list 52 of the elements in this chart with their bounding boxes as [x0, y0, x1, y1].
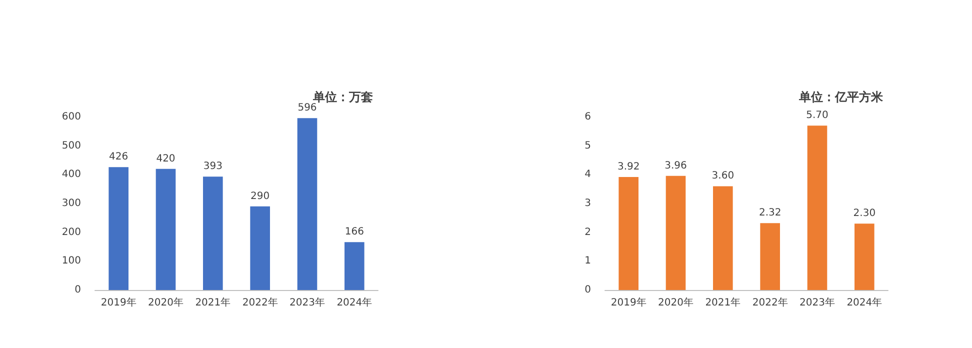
bar — [203, 176, 223, 290]
data-label: 393 — [203, 161, 222, 172]
x-tick-label: 2019年 — [100, 296, 136, 308]
y-tick-label: 500 — [62, 140, 81, 152]
data-label: 3.92 — [617, 161, 640, 172]
bar — [618, 176, 638, 290]
y-tick-label: 1 — [584, 256, 591, 267]
x-tick-label: 2021年 — [705, 296, 741, 308]
y-tick-label: 3 — [584, 198, 591, 209]
y-tick-label: 600 — [62, 112, 81, 122]
x-tick-label: 2024年 — [846, 296, 882, 308]
y-tick-label: 100 — [62, 256, 81, 267]
y-tick-label: 4 — [584, 169, 591, 180]
x-tick-label: 2021年 — [195, 296, 231, 308]
y-tick-label: 0 — [74, 284, 81, 296]
bar — [666, 176, 686, 290]
bar — [344, 242, 364, 290]
data-label: 166 — [344, 226, 364, 238]
bar — [713, 186, 733, 290]
chart-title: 单位：亿平方米 — [798, 90, 884, 104]
x-tick-label: 2023年 — [800, 296, 835, 308]
x-tick-label: 2020年 — [658, 296, 694, 308]
bar — [760, 223, 780, 290]
x-tick-label: 2022年 — [752, 296, 788, 308]
data-label: 5.70 — [806, 110, 828, 122]
data-label: 420 — [156, 153, 176, 164]
y-tick-label: 2 — [584, 226, 591, 238]
bar — [250, 206, 270, 290]
y-tick-label: 200 — [62, 226, 81, 238]
bar — [807, 126, 828, 290]
y-tick-label: 0 — [584, 284, 591, 296]
y-tick-label: 400 — [62, 169, 81, 180]
data-label: 290 — [250, 190, 270, 202]
data-label: 426 — [109, 152, 128, 163]
x-tick-label: 2024年 — [336, 296, 372, 308]
y-tick-label: 300 — [62, 198, 81, 209]
y-tick-label: 5 — [584, 140, 591, 152]
x-tick-label: 2019年 — [610, 296, 646, 308]
chart-title: 单位：万套 — [312, 90, 373, 104]
data-label: 3.96 — [664, 160, 687, 172]
data-label: 596 — [298, 102, 317, 114]
y-tick-label: 6 — [584, 112, 591, 122]
x-tick-label: 2022年 — [242, 296, 278, 308]
x-tick-label: 2023年 — [290, 296, 325, 308]
bar — [854, 224, 874, 290]
data-label: 2.30 — [853, 208, 876, 220]
bar — [156, 168, 176, 290]
data-label: 2.32 — [758, 208, 782, 219]
data-label: 3.60 — [712, 170, 734, 182]
bar — [108, 167, 128, 290]
bar — [297, 118, 318, 290]
x-tick-label: 2020年 — [148, 296, 184, 308]
